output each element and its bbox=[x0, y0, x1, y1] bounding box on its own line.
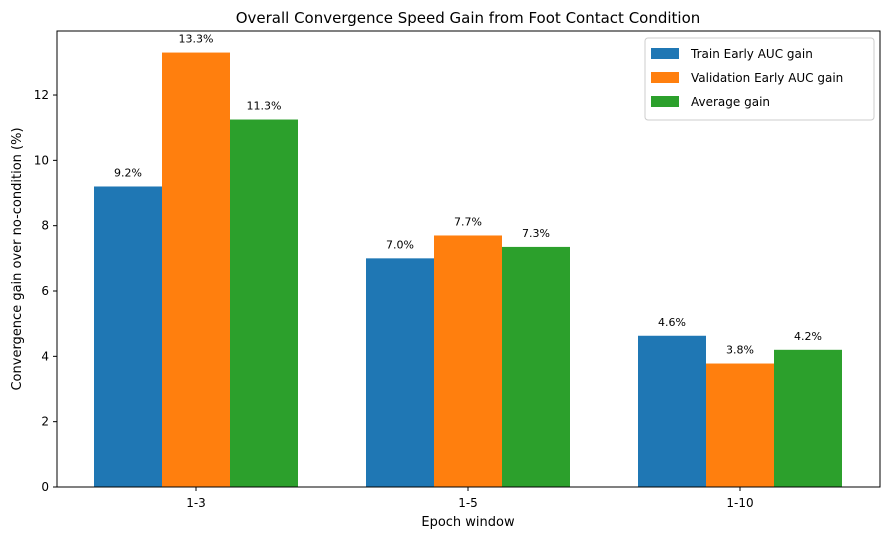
x-tick-label: 1-5 bbox=[458, 496, 478, 510]
y-tick-label: 0 bbox=[41, 480, 49, 494]
bar-data-label: 7.7% bbox=[454, 215, 482, 228]
y-tick-label: 2 bbox=[41, 415, 49, 429]
bar-data-label: 9.2% bbox=[114, 166, 142, 179]
bar bbox=[706, 363, 774, 487]
bar bbox=[94, 186, 162, 487]
x-tick-label: 1-3 bbox=[186, 496, 206, 510]
legend-swatch bbox=[651, 72, 679, 83]
legend-entry-label: Train Early AUC gain bbox=[690, 47, 813, 61]
legend-swatch bbox=[651, 48, 679, 59]
x-axis-label: Epoch window bbox=[421, 515, 515, 530]
plot-area: 9.2% 7.0% 4.6% 13.3% 7.7% 3.8% 11.3% 7.3% 4.2% 0 2… bbox=[34, 30, 881, 510]
bar bbox=[774, 349, 842, 487]
bar bbox=[366, 258, 434, 487]
bar-data-label: 11.3% bbox=[247, 100, 282, 113]
y-tick-label: 4 bbox=[41, 349, 49, 363]
bar-data-label: 4.6% bbox=[658, 316, 686, 329]
legend-swatch bbox=[651, 96, 679, 107]
bar bbox=[434, 235, 502, 487]
chart-title: Overall Convergence Speed Gain from Foot… bbox=[236, 9, 701, 27]
y-tick-label: 8 bbox=[41, 219, 49, 233]
y-tick-label: 12 bbox=[34, 88, 49, 102]
legend: Train Early AUC gain Validation Early AUC… bbox=[644, 37, 875, 121]
bar bbox=[230, 119, 298, 488]
y-axis-label: Convergence gain over no-condition (%) bbox=[10, 127, 25, 390]
legend-box bbox=[644, 37, 875, 121]
bar-data-label: 13.3% bbox=[179, 33, 214, 46]
bar bbox=[162, 52, 230, 487]
y-tick-label: 6 bbox=[41, 284, 49, 298]
bar bbox=[502, 246, 570, 487]
bar-data-label: 7.0% bbox=[386, 238, 414, 251]
legend-entry-label: Average gain bbox=[691, 95, 770, 109]
x-tick-label: 1-10 bbox=[726, 496, 753, 510]
y-tick-label: 10 bbox=[34, 153, 49, 167]
bar-data-label: 4.2% bbox=[794, 330, 822, 343]
bar-data-label: 3.8% bbox=[726, 344, 754, 357]
bar bbox=[638, 335, 706, 487]
legend-entry-label: Validation Early AUC gain bbox=[691, 71, 843, 85]
bar-data-label: 7.3% bbox=[522, 227, 550, 240]
